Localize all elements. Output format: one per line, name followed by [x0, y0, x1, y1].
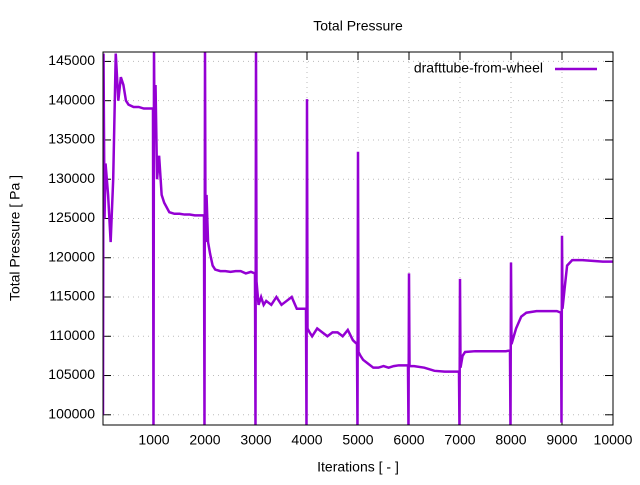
y-tick-label: 105000 [48, 366, 95, 382]
y-tick-label: 110000 [49, 327, 95, 343]
y-tick-label: 145000 [48, 52, 95, 68]
x-axis-label: Iterations [ - ] [317, 459, 399, 475]
x-tick-label: 1000 [138, 432, 169, 448]
y-tick-label: 120000 [48, 248, 95, 264]
plot-frame [102, 51, 614, 426]
x-tick-label: 10000 [594, 432, 633, 448]
chart-title: Total Pressure [313, 18, 403, 34]
x-tick-label: 2000 [189, 432, 220, 448]
x-tick-label: 4000 [291, 432, 322, 448]
legend-label: drafttube-from-wheel [414, 60, 543, 76]
y-tick-label: 140000 [48, 91, 95, 107]
x-tick-label: 5000 [342, 432, 373, 448]
x-tick-label: 9000 [546, 432, 577, 448]
y-tick-label: 125000 [48, 209, 95, 225]
y-tick-label: 130000 [48, 170, 95, 186]
x-tick-label: 6000 [393, 432, 424, 448]
y-tick-label: 115000 [49, 288, 95, 304]
y-tick-label: 135000 [48, 131, 95, 147]
x-tick-label: 3000 [240, 432, 271, 448]
x-tick-label: 8000 [495, 432, 526, 448]
y-tick-label: 100000 [48, 405, 95, 421]
x-tick-label: 7000 [444, 432, 475, 448]
data-line [103, 52, 613, 425]
y-axis-label: Total Pressure [ Pa ] [7, 175, 23, 301]
